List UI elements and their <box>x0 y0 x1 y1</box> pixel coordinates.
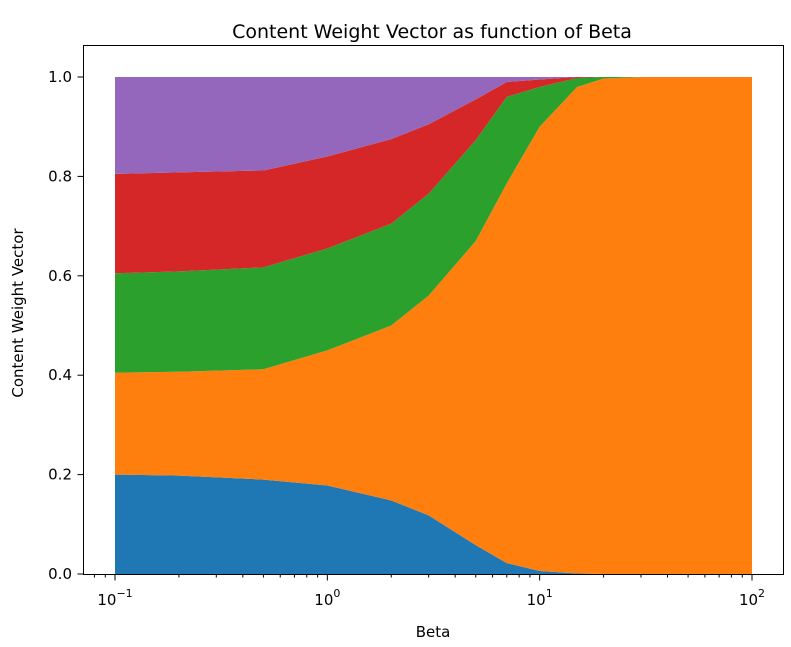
chart-title: Content Weight Vector as function of Bet… <box>232 21 632 43</box>
x-tick-label: 10−1 <box>97 587 132 609</box>
x-tick-label: 100 <box>314 587 340 609</box>
y-tick-label: 0.6 <box>48 267 72 285</box>
y-axis: 0.0 0.2 0.4 0.6 0.8 1.0 <box>48 68 84 583</box>
area-series-2 <box>115 77 752 574</box>
x-tick-label: 102 <box>739 587 765 609</box>
x-tick-label: 101 <box>527 587 553 609</box>
area-series-1 <box>115 474 752 574</box>
y-tick-label: 0.0 <box>48 565 72 583</box>
plot-frame <box>83 45 784 575</box>
x-axis-label: Beta <box>416 623 451 641</box>
area-series-4 <box>115 77 752 274</box>
y-tick-label: 0.4 <box>48 366 72 384</box>
area-series-3 <box>115 77 752 373</box>
x-axis: 10−1 100 101 102 <box>93 574 765 609</box>
y-tick-label: 0.2 <box>48 466 72 484</box>
y-axis-label: Content Weight Vector <box>9 228 27 398</box>
y-tick-label: 0.8 <box>48 167 72 185</box>
area-series-5 <box>115 77 752 174</box>
y-tick-label: 1.0 <box>48 68 72 86</box>
area-series-group <box>115 77 752 574</box>
